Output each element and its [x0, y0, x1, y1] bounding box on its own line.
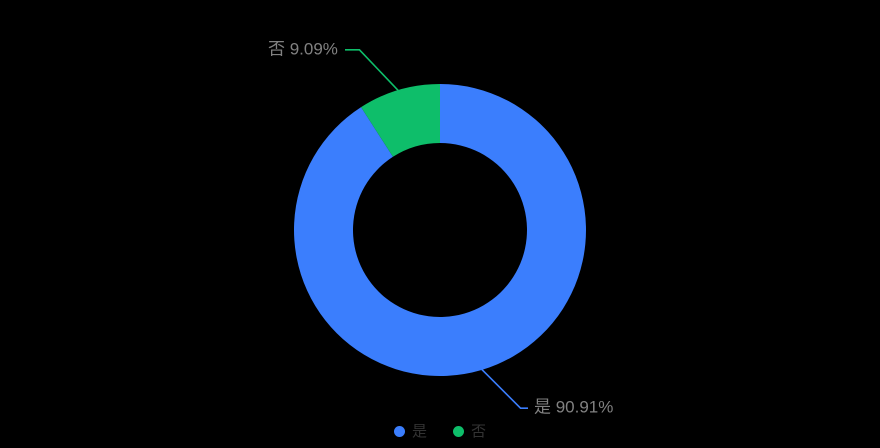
legend-color-dot-yes: [393, 426, 405, 437]
legend-item-yes[interactable]: 是: [393, 423, 427, 440]
leader-line-no: [345, 49, 401, 93]
legend-item-no[interactable]: 否: [453, 424, 486, 439]
slice-label-yes: 是 90.91%: [534, 398, 613, 417]
slice-label-no: 否 9.09%: [268, 39, 338, 58]
legend-color-dot-no: [453, 426, 464, 437]
chart-legend: 是 否: [0, 424, 880, 439]
pie-slice-yes[interactable]: [293, 84, 586, 376]
legend-label-no: 否: [471, 423, 487, 440]
legend-label-yes: 是: [411, 423, 427, 440]
pie-slice-no[interactable]: [361, 84, 440, 157]
leader-line-yes: [479, 367, 528, 409]
